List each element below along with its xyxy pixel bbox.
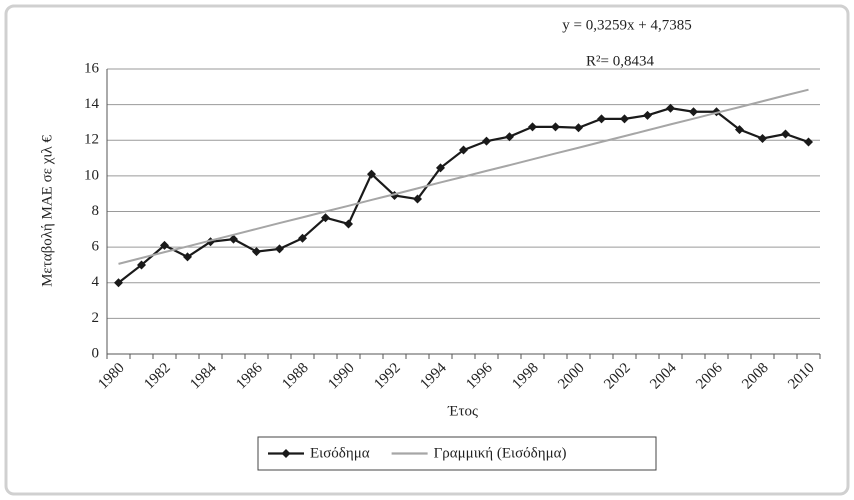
data-point bbox=[551, 122, 560, 132]
data-point bbox=[436, 163, 445, 173]
legend bbox=[257, 436, 657, 471]
data-point bbox=[275, 244, 284, 254]
data-point bbox=[114, 278, 123, 288]
data-point bbox=[735, 125, 744, 135]
data-point bbox=[413, 194, 422, 204]
data-point bbox=[160, 240, 169, 250]
data-point bbox=[574, 123, 583, 133]
data-point bbox=[620, 114, 629, 124]
y-tick-label: 12 bbox=[84, 132, 99, 148]
series-line bbox=[118, 88, 809, 265]
data-point bbox=[298, 233, 307, 243]
r-squared: R²= 0,8434 bbox=[586, 53, 654, 69]
data-point bbox=[781, 129, 790, 139]
y-tick-label: 0 bbox=[92, 345, 100, 361]
data-point bbox=[482, 136, 491, 146]
data-point bbox=[597, 114, 606, 124]
data-point bbox=[689, 107, 698, 117]
data-point bbox=[344, 219, 353, 229]
y-tick-label: 6 bbox=[92, 239, 100, 255]
y-tick-label: 16 bbox=[84, 60, 100, 76]
data-point bbox=[229, 234, 238, 244]
data-point bbox=[643, 110, 652, 120]
y-axis-title: Μεταβολή ΜΑΕ σε χιλ € bbox=[39, 135, 55, 287]
chart-frame bbox=[4, 4, 850, 496]
data-point bbox=[321, 213, 330, 223]
data-point bbox=[505, 132, 514, 142]
data-point bbox=[183, 252, 192, 262]
data-point bbox=[137, 260, 146, 270]
data-point bbox=[804, 137, 813, 147]
data-point bbox=[666, 103, 675, 113]
y-tick-label: 4 bbox=[92, 274, 100, 290]
data-point bbox=[528, 122, 537, 132]
data-point bbox=[459, 145, 468, 155]
legend-label: Εισόδημα bbox=[310, 445, 370, 461]
y-tick-label: 14 bbox=[84, 96, 100, 112]
data-point bbox=[758, 133, 767, 143]
legend-marker bbox=[281, 449, 291, 458]
y-tick-label: 10 bbox=[84, 167, 99, 183]
data-point bbox=[252, 247, 261, 257]
legend-label: Γραμμική (Εισόδημα) bbox=[434, 445, 567, 461]
data-point bbox=[367, 169, 376, 179]
y-tick-label: 8 bbox=[92, 203, 100, 219]
equation: y = 0,3259x + 4,7385 bbox=[562, 17, 691, 33]
y-tick-label: 2 bbox=[92, 310, 100, 326]
x-axis-title: Έτος bbox=[447, 403, 478, 419]
